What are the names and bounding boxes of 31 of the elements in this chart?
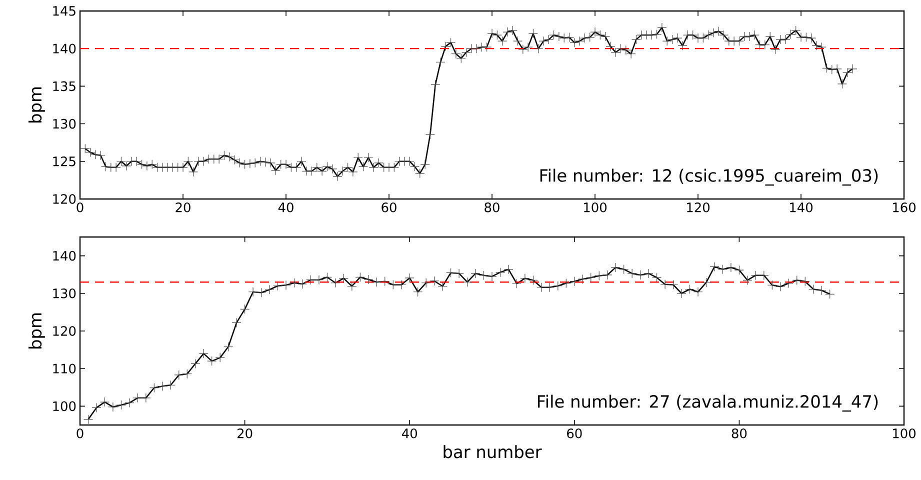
- y-tick-label: 120: [53, 194, 76, 204]
- x-tick-label: 100: [584, 202, 606, 212]
- x-tick-label: 60: [567, 428, 582, 438]
- x-tick-label: 60: [382, 202, 396, 212]
- x-tick-label: 80: [484, 202, 500, 212]
- x-tick-label: 0: [76, 202, 84, 212]
- y-axis-title: bpm: [28, 87, 45, 122]
- y-axis-title: bpm: [28, 313, 45, 348]
- x-tick-label: 0: [76, 428, 84, 438]
- x-tick-label: 140: [790, 202, 812, 212]
- x-tick-label: 20: [238, 428, 252, 438]
- x-tick-label: 40: [278, 202, 294, 212]
- y-tick-label: 125: [53, 156, 76, 166]
- x-tick-label: 80: [732, 428, 747, 438]
- y-tick-label: 110: [53, 364, 76, 374]
- annotation: File number: 12 (csic.1995_cuareim_03): [540, 168, 878, 186]
- y-tick-label: 135: [53, 81, 76, 92]
- x-tick-label: 100: [893, 428, 916, 438]
- x-tick-label: 40: [402, 428, 417, 438]
- y-tick-label: 140: [53, 44, 76, 54]
- annotation: File number: 27 (zavala.muniz.2014_47): [538, 394, 878, 412]
- y-tick-label: 145: [53, 6, 76, 16]
- y-tick-label: 100: [53, 401, 76, 412]
- y-tick-label: 130: [53, 118, 76, 129]
- y-tick-label: 140: [53, 250, 76, 261]
- x-tick-label: 120: [687, 202, 710, 212]
- x-tick-label: 160: [893, 202, 916, 212]
- x-axis-title: bar number: [444, 445, 542, 458]
- y-tick-label: 120: [53, 326, 76, 336]
- y-tick-label: 130: [53, 288, 76, 298]
- x-tick-label: 20: [176, 202, 190, 212]
